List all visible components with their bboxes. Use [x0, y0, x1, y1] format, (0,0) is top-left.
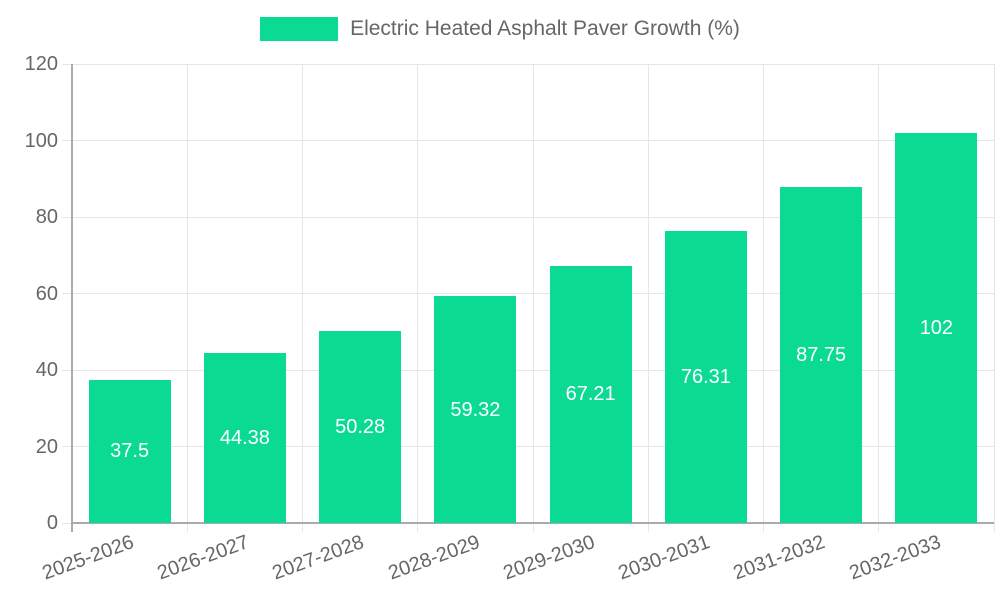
bar-value-label: 50.28	[335, 415, 386, 438]
bar-value-label: 67.21	[565, 383, 616, 406]
bar-value-label: 44.38	[219, 427, 270, 450]
bar	[434, 296, 517, 523]
legend-label: Electric Heated Asphalt Paver Growth (%)	[350, 17, 740, 40]
x-tick-label: 2032-2033	[846, 531, 944, 585]
legend-item[interactable]: Electric Heated Asphalt Paver Growth (%)	[0, 17, 1000, 41]
x-tick-mark	[647, 523, 649, 532]
bar	[88, 379, 171, 523]
x-tick-mark	[878, 523, 880, 532]
y-tick-mark	[62, 293, 72, 294]
v-gridline	[186, 64, 188, 523]
x-tick-mark	[302, 523, 303, 532]
x-tick-label: 2031-2032	[730, 531, 829, 585]
bar-value-label: 76.31	[680, 366, 731, 389]
bar-value-label: 102	[919, 316, 954, 339]
x-tick-mark	[763, 523, 764, 532]
y-tick-label: 40	[35, 359, 58, 381]
x-tick-mark	[417, 523, 419, 532]
x-tick-mark	[186, 523, 188, 532]
v-gridline	[647, 64, 649, 523]
x-tick-label: 2025-2026	[39, 531, 137, 585]
y-tick-label: 100	[24, 129, 58, 152]
bar	[895, 132, 978, 523]
legend-swatch	[260, 17, 339, 41]
y-tick-label: 20	[35, 435, 58, 458]
y-tick-mark	[62, 446, 72, 447]
v-gridline	[532, 64, 534, 523]
v-gridline	[417, 64, 419, 523]
bar	[203, 353, 286, 523]
y-tick-mark	[62, 522, 72, 524]
bar	[664, 231, 747, 523]
bar	[319, 330, 402, 523]
y-axis-line	[71, 64, 73, 532]
bar-value-label: 59.32	[450, 398, 501, 421]
x-tick-label: 2029-2030	[500, 531, 598, 585]
x-tick-mark	[993, 523, 995, 532]
y-tick-label: 60	[35, 282, 58, 305]
x-tick-label: 2027-2028	[269, 531, 368, 585]
x-tick-mark	[532, 523, 534, 532]
x-axis-line	[72, 522, 994, 524]
y-tick-label: 0	[46, 512, 58, 534]
y-tick-mark	[62, 216, 72, 218]
bar-value-label: 87.75	[796, 344, 847, 367]
bar	[549, 265, 632, 523]
bar	[780, 187, 863, 523]
v-gridline	[302, 64, 303, 523]
y-tick-mark	[62, 369, 72, 371]
y-tick-label: 80	[35, 206, 58, 228]
v-gridline	[878, 64, 880, 523]
v-gridline	[993, 64, 995, 523]
y-tick-mark	[62, 140, 72, 141]
x-tick-label: 2028-2029	[385, 531, 483, 585]
v-gridline	[763, 64, 764, 523]
bar-value-label: 37.5	[110, 440, 150, 463]
x-tick-label: 2026-2027	[154, 531, 253, 585]
x-tick-label: 2030-2031	[615, 531, 714, 585]
y-tick-label: 120	[24, 53, 58, 75]
y-tick-mark	[62, 63, 72, 65]
